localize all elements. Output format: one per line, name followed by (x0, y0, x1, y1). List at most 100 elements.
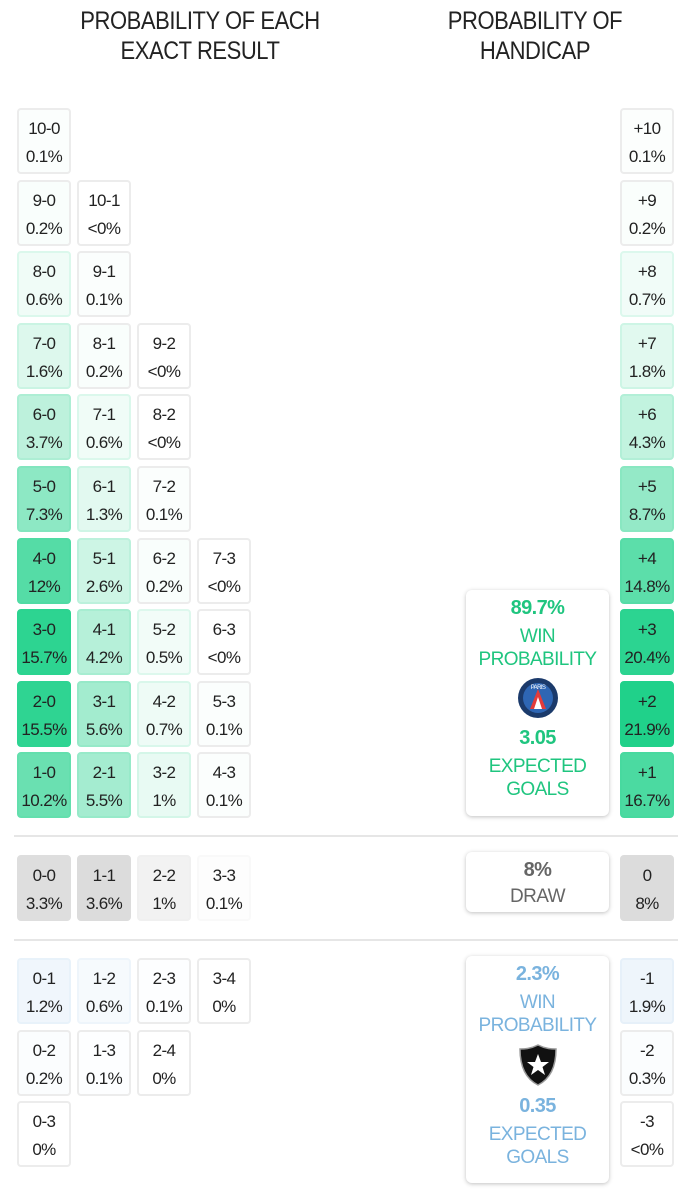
score-label: -1 (640, 969, 655, 988)
score-cell: 5-1 2.6% (77, 537, 131, 604)
probability-value: 0.2% (25, 1068, 63, 1088)
score-cell: 10-0 0.1% (17, 108, 71, 174)
score-cell: 7-0 1.6% (17, 322, 71, 389)
xg-label: EXPECTED (488, 756, 587, 777)
score-cell: 5-3 0.1% (197, 680, 251, 747)
score-label: +5 (637, 477, 657, 496)
handicap-cell: +1 16.7% (620, 752, 674, 819)
score-label: 6-1 (92, 477, 116, 496)
score-label: +3 (637, 620, 657, 640)
away-team-card: 2.3% WIN PROBABILITY 0.35 EXPECTED GOALS (466, 956, 609, 1183)
score-label: +7 (637, 333, 657, 353)
score-label: 2-4 (152, 1040, 176, 1060)
score-label: 0 (642, 866, 652, 885)
handicap-title: PROBABILITY OF HANDICAP (447, 7, 623, 65)
score-label: 4-1 (92, 620, 116, 640)
probability-value: 7.3% (25, 505, 63, 524)
exact-result-title: PROBABILITY OF EACH EXACT RESULT (80, 7, 320, 65)
score-label: 3-0 (32, 620, 56, 640)
score-cell: 3-0 15.7% (17, 609, 71, 676)
score-label: 6-3 (212, 620, 236, 640)
score-label: 1-0 (32, 763, 56, 783)
score-label: 7-1 (92, 405, 116, 425)
probability-value: 0.2% (85, 361, 123, 381)
probability-value: 0.2% (628, 218, 666, 238)
score-label: 7-0 (32, 333, 56, 353)
probability-value: 0.1% (205, 894, 243, 913)
score-label: 7-3 (212, 548, 236, 568)
score-label: 8-2 (152, 405, 176, 425)
probability-value: 3.3% (25, 894, 63, 913)
probability-value: 0.1% (145, 505, 183, 524)
probability-value: 2.6% (85, 576, 123, 596)
score-cell: 4-1 4.2% (77, 609, 131, 676)
score-label: 3-3 (212, 866, 236, 885)
probability-value: 0.1% (145, 997, 183, 1016)
score-label: -3 (640, 1112, 655, 1132)
score-label: 6-0 (32, 405, 56, 425)
probability-value: <0% (147, 433, 181, 453)
score-label: +1 (637, 763, 657, 783)
score-cell: 6-3 <0% (197, 609, 251, 676)
score-cell: 6-2 0.2% (137, 537, 191, 604)
score-label: 3-1 (92, 691, 116, 711)
probability-value: <0% (147, 361, 181, 381)
probability-value: 1.8% (628, 361, 666, 381)
score-cell: 2-0 15.5% (17, 680, 71, 747)
score-label: 2-1 (92, 763, 116, 783)
score-label: 4-0 (32, 548, 56, 568)
score-cell: 6-1 1.3% (77, 466, 131, 532)
probability-value: 0.1% (85, 290, 123, 310)
xg-label: GOALS (506, 779, 569, 800)
away-expected-goals: 0.35 (519, 1095, 556, 1117)
score-label: 7-2 (152, 477, 176, 496)
probability-value: 3.6% (85, 894, 123, 913)
score-cell: 4-0 12% (17, 537, 71, 604)
draw-label: DRAW (510, 886, 566, 907)
score-label: 9-2 (152, 333, 176, 353)
probability-value: 1.3% (85, 505, 123, 524)
score-cell: 7-3 <0% (197, 537, 251, 604)
divider (14, 835, 678, 837)
probability-value: 0.3% (628, 1068, 666, 1088)
handicap-cell: -3 <0% (620, 1101, 674, 1168)
probability-value: 15.5% (21, 719, 67, 739)
win-label: WIN (519, 626, 556, 647)
score-cell: 9-1 0.1% (77, 251, 131, 318)
score-label: 10-1 (88, 190, 120, 210)
away-win-probability: 2.3% (515, 963, 560, 985)
psg-crest-icon: PARIS (517, 678, 558, 718)
score-label: 2-2 (152, 866, 176, 885)
score-cell: 2-4 0% (137, 1029, 191, 1096)
score-cell: 8-0 0.6% (17, 251, 71, 318)
score-cell: 9-0 0.2% (17, 179, 71, 246)
score-cell: 1-0 10.2% (17, 752, 71, 819)
score-cell: 5-0 7.3% (17, 466, 71, 532)
probability-value: 0.2% (25, 218, 63, 238)
probability-value: 4.3% (628, 433, 666, 453)
probability-value: 5.5% (85, 791, 123, 811)
probability-value: 5.6% (85, 719, 123, 739)
probability-value: 0.7% (628, 290, 666, 310)
probability-value: 8.7% (628, 505, 666, 524)
handicap-cell: +3 20.4% (620, 609, 674, 676)
win-label: PROBABILITY (478, 649, 598, 670)
handicap-cell: +7 1.8% (620, 322, 674, 389)
score-label: 4-3 (212, 763, 236, 783)
score-cell: 4-3 0.1% (197, 752, 251, 819)
probability-value: 0% (152, 1068, 176, 1088)
score-cell: 2-2 1% (137, 855, 191, 921)
score-cell: 0-2 0.2% (17, 1029, 71, 1096)
probability-value: 0.1% (628, 147, 666, 166)
probability-value: 0.2% (145, 576, 183, 596)
score-label: 8-0 (32, 262, 56, 282)
score-label: 5-1 (92, 548, 116, 568)
score-cell: 1-1 3.6% (77, 855, 131, 921)
probability-value: 12% (27, 576, 61, 596)
score-label: 9-1 (92, 262, 116, 282)
score-label: 5-2 (152, 620, 176, 640)
probability-value: 0.5% (145, 648, 183, 668)
xg-label: EXPECTED (488, 1124, 587, 1145)
probability-value: 21.9% (624, 719, 670, 739)
score-label: +9 (637, 190, 657, 210)
